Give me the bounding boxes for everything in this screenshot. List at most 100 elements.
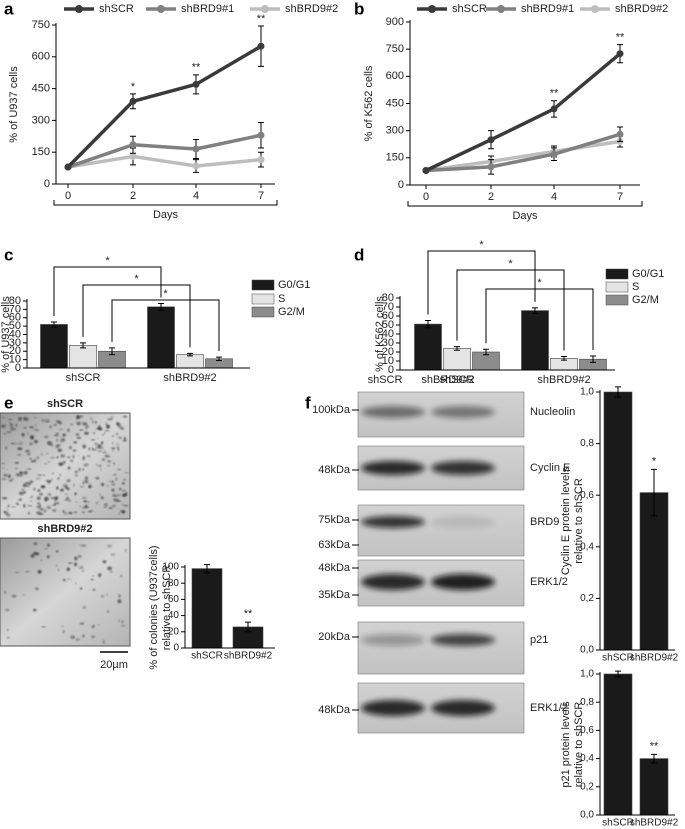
- colony: [56, 438, 58, 443]
- y-tick-label: 10: [9, 354, 21, 366]
- legend-label: shBRD9#2: [615, 3, 668, 15]
- y-tick-label: 0: [44, 178, 50, 190]
- colony: [59, 436, 64, 438]
- image-label: shSCR: [47, 398, 83, 410]
- colony: [44, 463, 48, 465]
- colony: [81, 497, 87, 499]
- blot-band: [361, 406, 425, 418]
- colony: [72, 454, 75, 459]
- colony: [2, 416, 5, 419]
- blot-band: [431, 574, 495, 590]
- colony: [33, 487, 36, 491]
- colony: [74, 472, 79, 474]
- colony: [15, 467, 18, 470]
- x-tick-label: 0: [423, 191, 429, 203]
- y-tick-label: 80: [382, 292, 394, 304]
- legend-swatch: [251, 293, 275, 305]
- colony: [78, 455, 80, 457]
- colony: [112, 449, 114, 452]
- colony: [26, 468, 32, 470]
- colony: [57, 568, 60, 572]
- y-tick-label: 750: [386, 43, 404, 55]
- lane-label: shSCR: [368, 374, 403, 386]
- colony: [97, 444, 102, 448]
- colony: [107, 566, 112, 571]
- x-tick-label: shSCR: [191, 651, 223, 662]
- colony: [11, 506, 16, 508]
- significance-label: **: [550, 88, 559, 100]
- colony: [116, 494, 122, 496]
- colony: [46, 506, 51, 509]
- colony: [67, 466, 71, 470]
- colony: [34, 458, 36, 463]
- y-tick-label: 0,8: [580, 697, 594, 708]
- series-point: [487, 136, 495, 144]
- colony: [119, 509, 124, 513]
- error-bar: [51, 321, 57, 328]
- colony: [31, 460, 36, 463]
- y-tick-label: 40: [382, 328, 394, 340]
- colony: [91, 635, 95, 639]
- series-point: [64, 163, 72, 171]
- marker-label: 20kDa: [318, 631, 351, 643]
- colony: [112, 441, 114, 445]
- colony: [68, 445, 72, 450]
- colony: [8, 418, 13, 421]
- colony: [73, 635, 75, 639]
- colony: [44, 496, 49, 501]
- colony: [84, 476, 89, 480]
- series-line: [67, 133, 262, 169]
- colony: [57, 477, 60, 480]
- colony: [57, 448, 63, 452]
- colony: [98, 573, 102, 578]
- colony: [112, 498, 116, 501]
- colony: [53, 434, 60, 437]
- colony: [35, 587, 39, 591]
- colony: [94, 421, 97, 424]
- colony: [21, 488, 25, 491]
- colony: [103, 432, 106, 435]
- x-tick-label: shSCR: [440, 374, 475, 386]
- colony: [100, 467, 102, 472]
- colony: [18, 491, 24, 496]
- colony: [92, 419, 94, 424]
- colony: [121, 489, 126, 492]
- colony: [1, 462, 5, 464]
- colony: [55, 550, 59, 553]
- blot-image: [357, 504, 525, 557]
- colony: [121, 503, 125, 506]
- colony: [1, 478, 7, 480]
- colony: [92, 449, 97, 451]
- error-bar: [80, 342, 86, 349]
- colony: [2, 497, 8, 500]
- colony: [33, 608, 37, 612]
- colony: [5, 446, 8, 450]
- protein-label: ERK1/2: [530, 576, 568, 588]
- colony: [29, 426, 34, 429]
- x-tick-label: shSCR: [602, 818, 634, 829]
- error-bar: [216, 356, 222, 361]
- series-point: [192, 145, 200, 153]
- colony: [79, 622, 85, 625]
- colony: [27, 453, 31, 456]
- colony: [58, 428, 64, 431]
- x-tick-label: 2: [488, 191, 494, 203]
- significance-bracket: [456, 269, 565, 351]
- colony: [102, 639, 105, 644]
- colony: [117, 468, 121, 471]
- colony: [12, 442, 18, 445]
- y-tick-label: 0,6: [580, 490, 594, 501]
- legend-label: G0/G1: [278, 279, 310, 291]
- colony: [39, 492, 43, 496]
- colony: [45, 418, 50, 423]
- colony: [22, 483, 27, 488]
- colony: [49, 425, 52, 429]
- colony: [15, 571, 20, 574]
- y-axis-label: % of U937 cells: [8, 66, 20, 143]
- colony: [100, 483, 102, 486]
- colony: [40, 558, 43, 562]
- series-point: [422, 167, 430, 175]
- error-bar: [158, 303, 164, 311]
- colony: [62, 460, 66, 464]
- colony: [79, 506, 82, 508]
